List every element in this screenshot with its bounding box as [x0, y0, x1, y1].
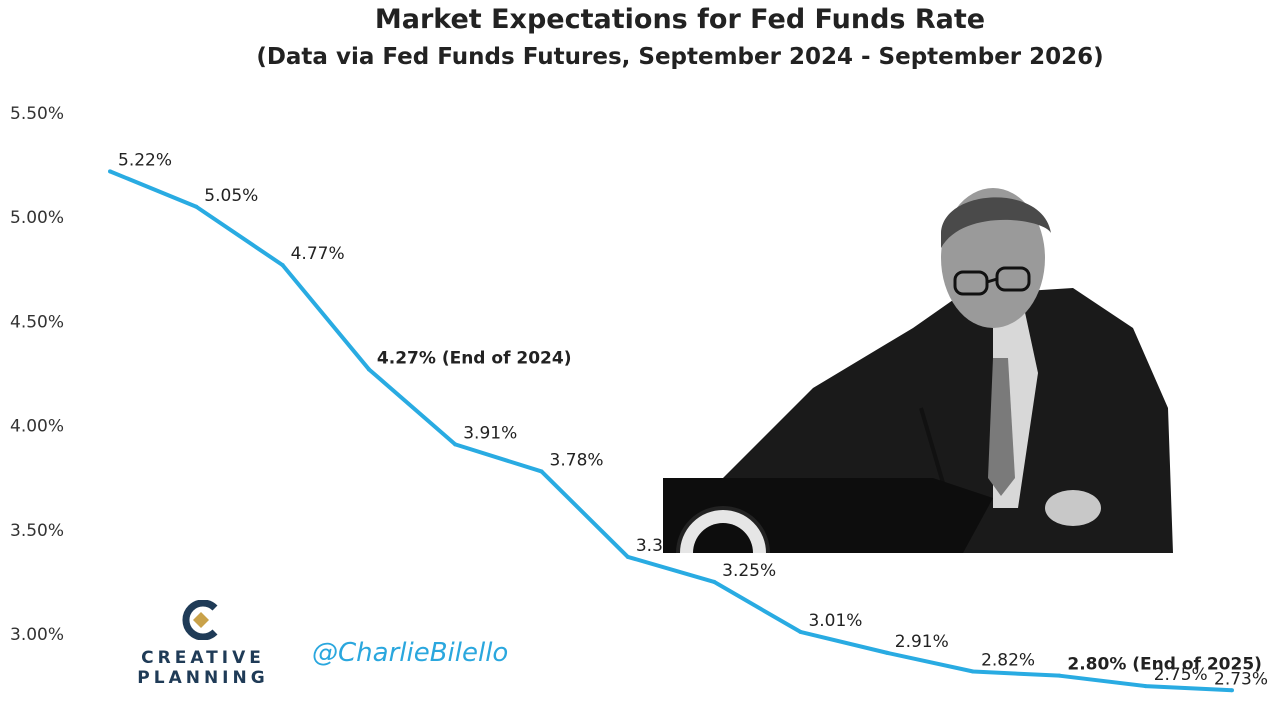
data-point	[453, 442, 458, 447]
creative-planning-logo: CREATIVE PLANNING	[133, 600, 273, 690]
data-label: 3.25%	[722, 561, 776, 581]
y-tick-label: 3.00%	[10, 625, 64, 645]
data-label: 2.82%	[981, 651, 1035, 671]
author-handle: @CharlieBilello	[312, 638, 509, 668]
y-tick-label: 4.00%	[10, 417, 64, 437]
data-label: 2.80% (End of 2025)	[1067, 655, 1262, 675]
series-line	[109, 169, 1233, 693]
data-point	[884, 650, 889, 655]
data-label: 3.78%	[550, 450, 604, 470]
y-tick-label: 4.50%	[10, 312, 64, 332]
chart-title: Market Expectations for Fed Funds Rate	[374, 4, 986, 35]
data-label: 2.73%	[1214, 669, 1268, 689]
data-point	[1057, 673, 1062, 678]
data-label: 3.01%	[808, 611, 862, 631]
data-point	[712, 579, 717, 584]
y-tick-label: 5.00%	[10, 208, 64, 228]
data-point	[798, 629, 803, 634]
data-point	[971, 669, 976, 674]
logo-mark-icon	[182, 600, 218, 640]
data-point	[108, 169, 112, 174]
data-point	[1143, 684, 1148, 689]
y-tick-label: 3.50%	[10, 521, 64, 541]
data-label: 3.91%	[463, 423, 517, 443]
data-point	[194, 204, 199, 209]
data-point	[280, 263, 285, 268]
data-point	[366, 367, 371, 372]
chart-subtitle: (Data via Fed Funds Futures, September 2…	[256, 44, 1104, 70]
data-point	[625, 554, 630, 559]
data-label: 2.75%	[1154, 665, 1208, 685]
logo-text-line2: PLANNING	[137, 668, 269, 688]
speaker-photo	[663, 178, 1173, 553]
data-label: 2.91%	[895, 632, 949, 652]
data-label: 4.27% (End of 2024)	[377, 348, 572, 368]
logo-text-line1: CREATIVE	[141, 648, 265, 668]
data-label: 5.22%	[118, 150, 172, 170]
data-label: 4.77%	[291, 244, 345, 264]
data-point	[539, 469, 544, 474]
data-point	[1230, 688, 1234, 693]
speaker-illustration	[663, 188, 1173, 553]
y-tick-label: 5.50%	[10, 104, 64, 124]
data-label: 5.05%	[204, 186, 258, 206]
